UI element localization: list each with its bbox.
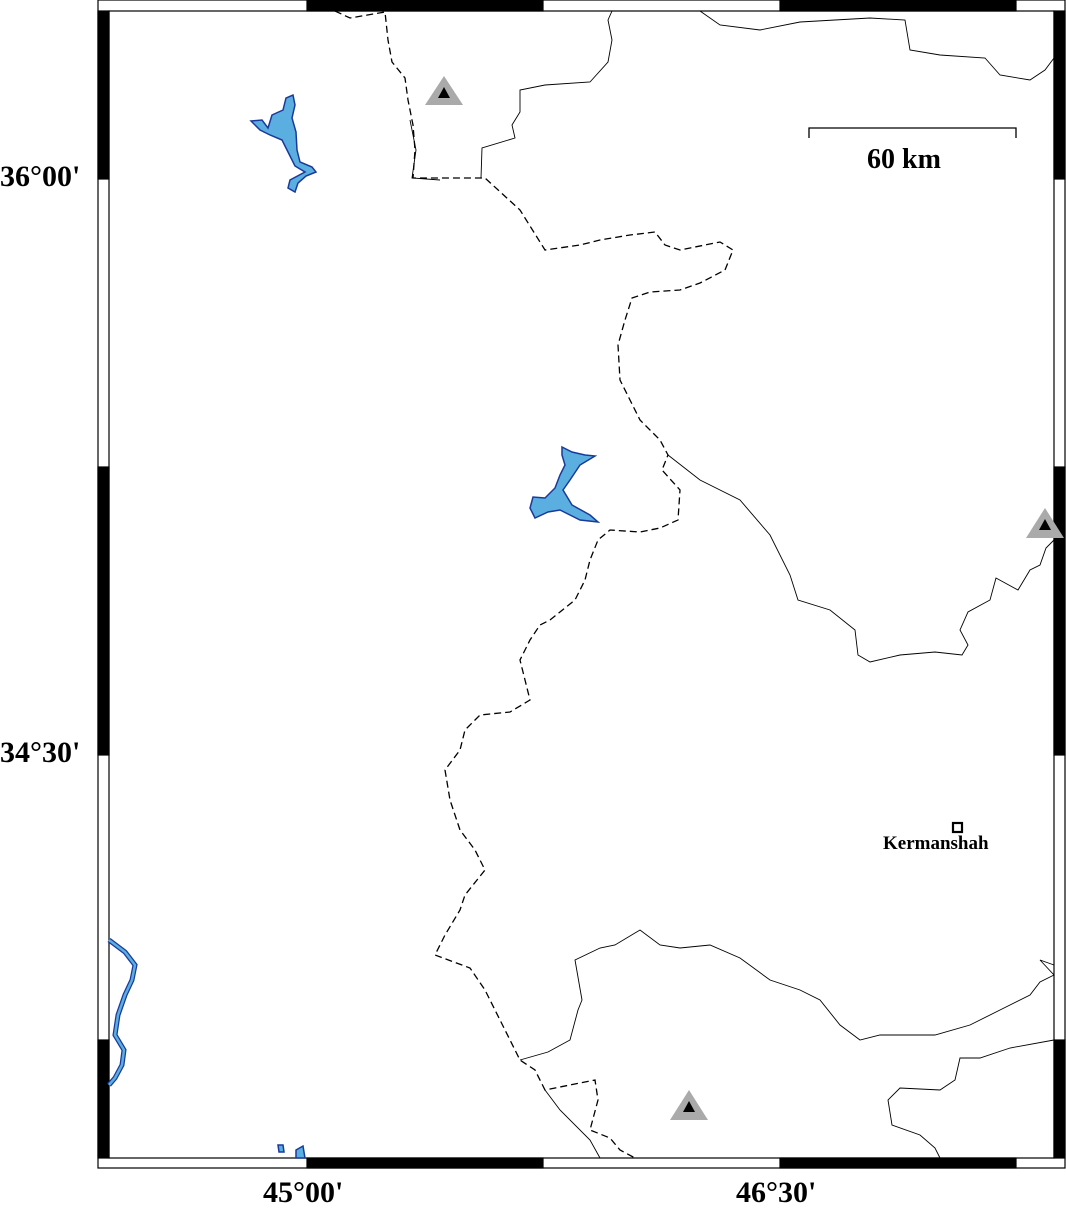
longitude-label-45-00: 45°00' (263, 1176, 344, 1209)
triangle-station-icon[interactable] (1026, 508, 1064, 538)
province-borders (409, 10, 1055, 1159)
latitude-label-36-00: 36°00' (0, 160, 81, 193)
river-fill (108, 939, 137, 1086)
pond-south-2 (295, 1144, 306, 1159)
lake-north (249, 93, 318, 194)
city-label-kermanshah: Kermanshah (883, 833, 989, 854)
map-frame (97, 0, 1066, 1169)
triangle-station-icon[interactable] (670, 1090, 708, 1120)
triangle-station-icon[interactable] (425, 76, 463, 105)
latitude-label-34-30: 34°30' (0, 736, 81, 769)
lake-central (529, 445, 601, 524)
scale-bar-label: 60 km (867, 144, 941, 175)
longitude-label-46-30: 46°30' (736, 1176, 817, 1209)
city-marker-kermanshah[interactable] (951, 821, 964, 834)
pond-south (277, 1144, 285, 1153)
scale-bar (808, 127, 1017, 138)
lakes (249, 93, 601, 1159)
